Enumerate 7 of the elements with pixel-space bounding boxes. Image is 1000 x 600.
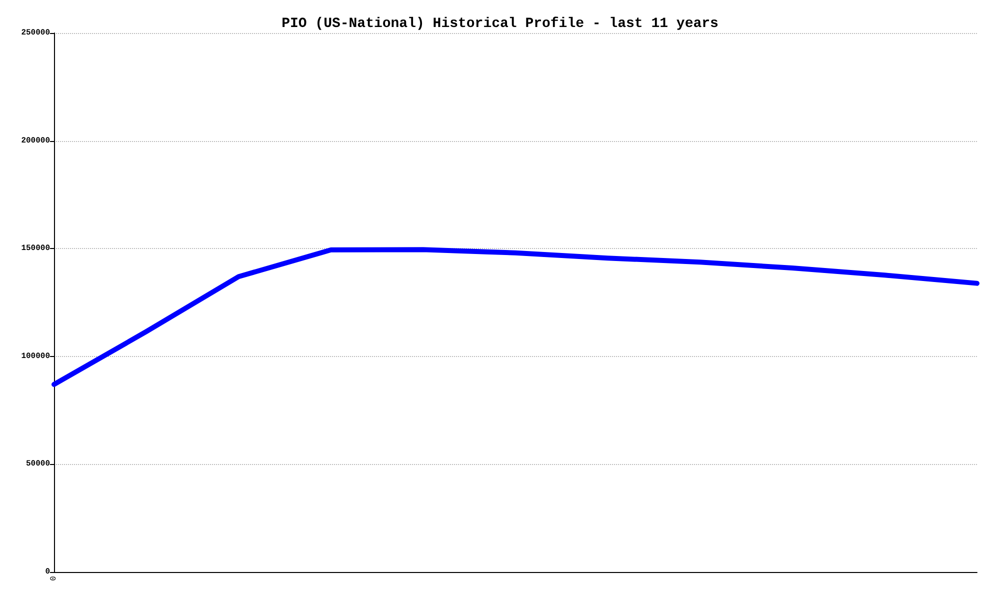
y-tick-label: 50000	[26, 460, 50, 469]
y-tick-label: 200000	[21, 136, 50, 146]
y-tick-label: 150000	[21, 244, 50, 254]
y-tick-label: 250000	[21, 28, 50, 38]
y-tick-label: 100000	[21, 352, 50, 361]
chart-title: PIO (US-National) Historical Profile - last 11 years	[282, 16, 718, 32]
category-label: 0	[50, 576, 58, 581]
